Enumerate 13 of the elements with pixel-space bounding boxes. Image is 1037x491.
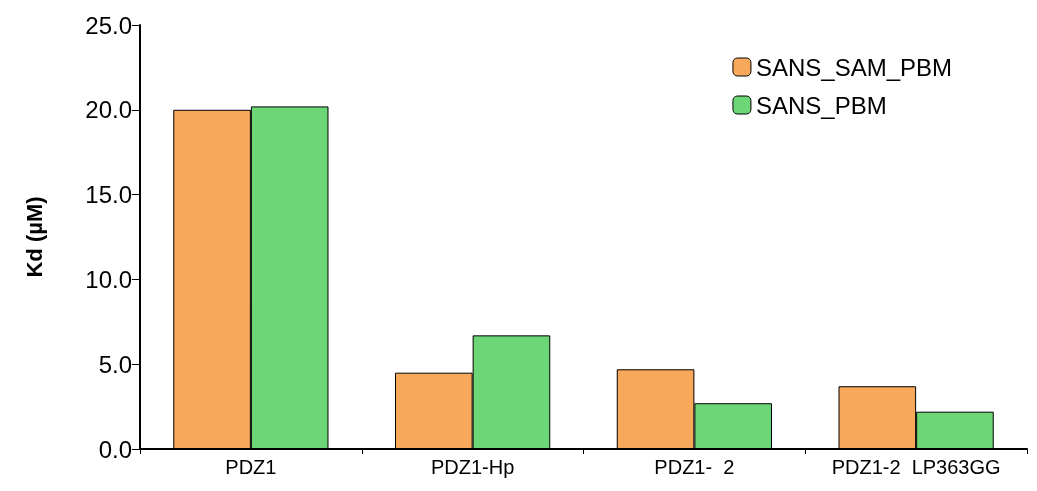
y-tick-label: 25.0 [85, 11, 132, 39]
x-tick-label: PDZ1- 2 [654, 456, 735, 478]
y-tick-label: 20.0 [85, 96, 132, 124]
legend-label: SANS_SAM_PBM [755, 53, 953, 81]
x-tick-label: PDZ1-2 LP363GG [831, 456, 1001, 478]
y-axis-title: Kd (µM) [21, 196, 47, 278]
legend-label: SANS_PBM [755, 91, 887, 119]
x-tick-label: PDZ1 [225, 456, 277, 478]
y-tick-label: 0.0 [98, 435, 132, 463]
x-tick-label: PDZ1-Hp [430, 456, 515, 478]
y-tick-label: 10.0 [85, 265, 132, 293]
y-tick-label: 15.0 [85, 181, 132, 209]
y-tick-label: 5.0 [98, 350, 132, 378]
